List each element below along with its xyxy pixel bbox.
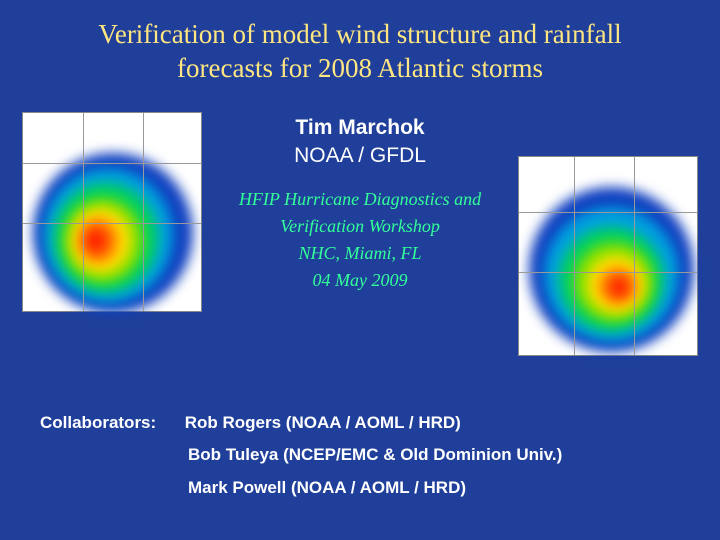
title-line1: Verification of model wind structure and… — [98, 19, 621, 49]
collab-3: Mark Powell (NOAA / AOML / HRD) — [40, 472, 562, 504]
collaborators-block: Collaborators: Rob Rogers (NOAA / AOML /… — [40, 407, 562, 504]
workshop-line1: HFIP Hurricane Diagnostics and — [239, 189, 481, 209]
workshop-line3: NHC, Miami, FL — [298, 243, 421, 263]
slide-title: Verification of model wind structure and… — [0, 0, 720, 86]
collab-label: Collaborators: — [40, 407, 180, 439]
workshop-line2: Verification Workshop — [280, 216, 440, 236]
rainfall-map-left — [22, 112, 202, 312]
workshop-line4: 04 May 2009 — [313, 270, 408, 290]
collab-1: Rob Rogers (NOAA / AOML / HRD) — [185, 413, 461, 432]
rainfall-map-right — [518, 156, 698, 356]
title-line2: forecasts for 2008 Atlantic storms — [177, 53, 543, 83]
collab-2: Bob Tuleya (NCEP/EMC & Old Dominion Univ… — [40, 439, 562, 471]
